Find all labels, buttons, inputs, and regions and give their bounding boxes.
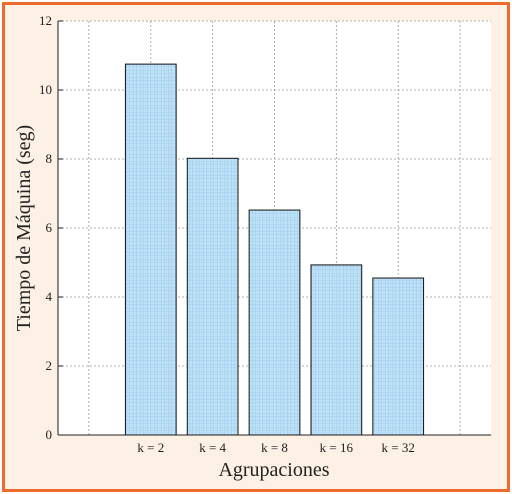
x-tick-label: k = 32 [382,440,415,455]
y-tick-label: 10 [39,82,52,97]
x-tick-label: k = 8 [261,440,288,455]
y-tick-label: 2 [46,358,53,373]
ticks-layer: 0 2 4 6 8 10 12 k = 2 k = 4 k = 8 k = 16 k = 32 [39,13,415,455]
bars-layer [124,63,425,436]
x-tick-label: k = 16 [320,440,354,455]
x-tick-label: k = 4 [199,440,226,455]
y-axis-title: Tiempo de Máquina (seg) [13,125,35,331]
x-axis-title: Agrupaciones [218,459,329,481]
y-tick-label: 12 [39,13,52,28]
bar [186,157,239,436]
bar [310,264,363,436]
bar [124,63,177,436]
y-tick-label: 8 [46,151,53,166]
y-tick-label: 6 [46,220,53,235]
bar [248,209,301,436]
y-tick-label: 4 [46,289,53,304]
y-tick-label: 0 [46,427,53,442]
bar [372,277,425,436]
x-tick-label: k = 2 [137,440,164,455]
